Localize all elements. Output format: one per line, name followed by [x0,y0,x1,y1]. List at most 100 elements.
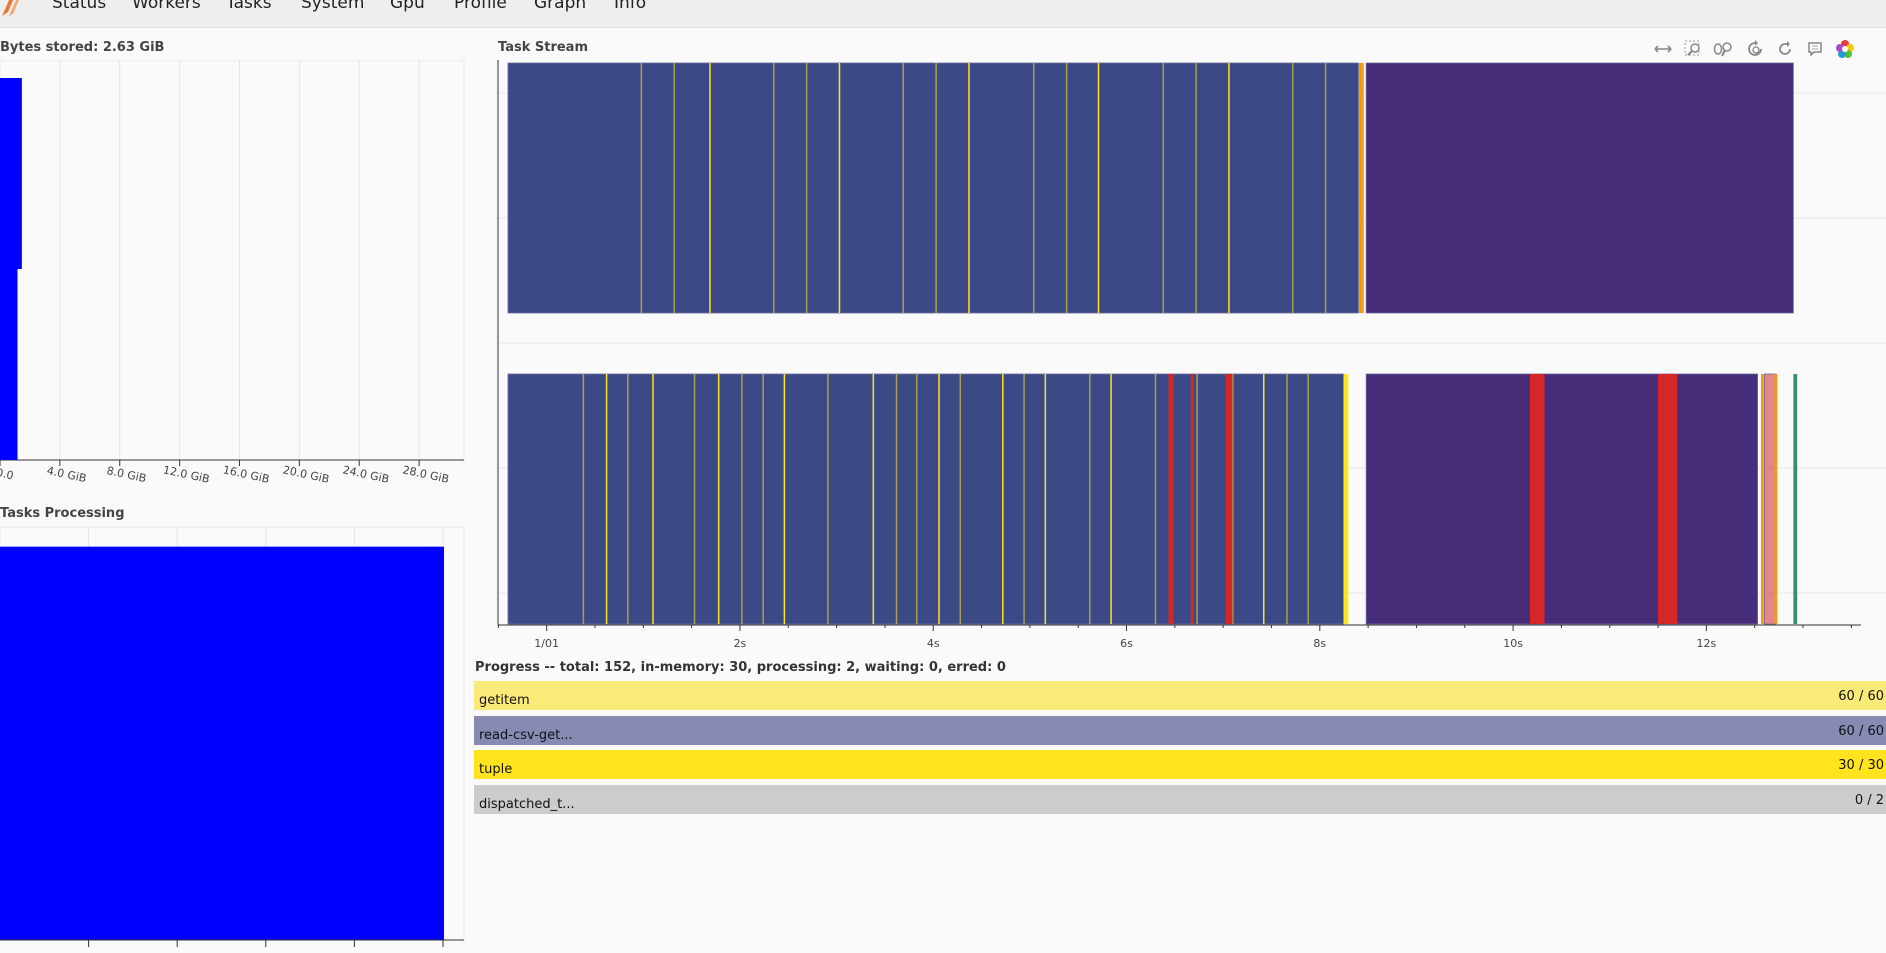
navbar: Status Workers Tasks System Gpu Profile … [0,0,1886,28]
task-mark-tuple [1262,374,1265,624]
task-mark-transfer [1658,374,1678,624]
x-tick-label: 6s [1120,637,1133,650]
task-mark-getitem [1286,374,1288,624]
progress-label: tuple [479,762,513,777]
tasks-processing-title: Tasks Processing [0,506,125,521]
tasks-processing-chart [0,526,465,947]
x-tick-label: 4s [927,637,940,650]
task-mark-getitem [1089,374,1091,624]
x-tick-label: 10s [1503,637,1523,650]
progress-fill [474,716,1886,745]
task-mark-tuple [838,63,841,313]
task-mark-transfer [1190,374,1194,624]
nav-graph[interactable]: Graph [534,0,587,13]
x-tick-label: 2s [734,637,747,650]
memory-bar [0,269,18,460]
task-mark-getitem [827,374,829,624]
progress-count: 60 / 60 [1838,689,1884,704]
plot-frame [0,60,465,461]
task-mark-getitem [895,374,898,624]
tasks-processing-plot[interactable] [0,525,470,953]
task-mark-getitem [773,63,775,313]
nav-workers[interactable]: Workers [132,0,201,13]
bytes-stored-plot[interactable]: 0.0 4.0 GiB 8.0 GiB 12.0 GiB 16.0 GiB 20.0 Gi… [0,60,470,490]
refresh-icon[interactable] [1772,36,1798,62]
task-mark-getitem [1307,374,1309,624]
task-block-transfer [1763,373,1777,625]
progress-fill [474,750,1886,779]
nav-info[interactable]: Info [614,0,647,13]
task-mark-getitem [582,374,585,624]
task-mark-tuple [783,374,786,624]
task-mark-getitem [1065,63,1068,313]
x-tick-label: 24.0 GiB [342,463,391,486]
task-mark-getitem [1291,63,1294,313]
task-mark-getitem [959,374,962,624]
task-mark-tuple [605,374,608,624]
task-mark-tuple [1044,374,1047,624]
task-mark-transfer [1225,374,1233,624]
progress-row-read-csv[interactable]: read-csv-get... 60 / 60 [474,716,1886,745]
task-stream-plot[interactable]: 1/01 2s 4s 6s 8s 10s 12s [496,60,1886,660]
bytes-stored-title: Bytes stored: 2.63 GiB [0,40,165,55]
task-block-dispatched [1365,62,1794,314]
nav-system[interactable]: System [301,0,365,13]
processing-bar [222,546,444,940]
nav-tasks[interactable]: Tasks [226,0,272,13]
progress-label: read-csv-get... [479,728,573,743]
task-mark-getitem [805,63,808,313]
task-mark-getitem [935,63,937,313]
task-mark-tuple [968,63,970,313]
nav-status[interactable]: Status [52,0,107,13]
task-mark-getitem [1232,374,1234,624]
task-mark-tuple [709,63,711,313]
progress-row-getitem[interactable]: getitem 60 / 60 [474,681,1886,710]
bokeh-logo-icon[interactable] [1832,36,1858,62]
nav-gpu[interactable]: Gpu [390,0,425,13]
task-mark-getitem [741,374,743,624]
nav-profile[interactable]: Profile [454,0,507,13]
x-tick-label: 16.0 GiB [222,463,271,486]
progress-row-dispatched[interactable]: dispatched_t... 0 / 2 [474,785,1886,814]
task-mark-getitem [627,374,629,624]
task-mark-getitem [673,63,675,313]
progress-count: 60 / 60 [1838,724,1884,739]
task-mark-getitem [916,374,918,624]
processing-bar [0,546,222,940]
x-tick-label: 4.0 GiB [46,464,88,485]
task-mark-tuple [717,374,720,624]
reset-zoom-icon[interactable] [1742,36,1768,62]
x-tick-label: 12s [1697,637,1717,650]
progress-row-tuple[interactable]: tuple 30 / 30 [474,750,1886,779]
task-mark-other_orange [1358,63,1364,313]
task-mark-tuple [1097,63,1100,313]
task-mark-transfer [1529,374,1545,624]
x-tick-label: 28.0 GiB [401,463,450,486]
task-stream-chart: 1/01 2s 4s 6s 8s 10s 12s [497,60,1886,650]
task-block-read_csv [507,373,1345,625]
task-mark-tuple [872,374,875,624]
dask-logo-icon[interactable] [0,0,26,18]
x-tick-label: 8.0 GiB [105,464,147,485]
task-block-dispatched [1365,373,1758,625]
progress-count: 0 / 2 [1854,793,1884,808]
progress-label: getitem [479,693,530,708]
memory-bar [0,78,22,269]
task-mark-getitem [1154,374,1157,624]
box-zoom-icon[interactable] [1680,36,1706,62]
task-mark-tuple [652,374,654,624]
task-mark-other_orange [1760,374,1764,624]
task-mark-other_orange [1774,374,1778,624]
task-mark-getitem [1162,63,1164,313]
task-mark-getitem [1195,63,1197,313]
task-mark-transfer [1168,374,1174,624]
progress-label: dispatched_t... [479,797,575,812]
x-tick-label: 0.0 [0,466,15,482]
task-mark-getitem [1324,63,1327,313]
task-mark-other_green [1793,374,1798,624]
pan-icon[interactable] [1650,36,1676,62]
hover-icon[interactable] [1802,36,1828,62]
wheel-zoom-icon[interactable] [1710,36,1736,62]
task-mark-tuple [1110,374,1112,624]
progress-title: Progress -- total: 152, in-memory: 30, p… [475,660,1006,675]
